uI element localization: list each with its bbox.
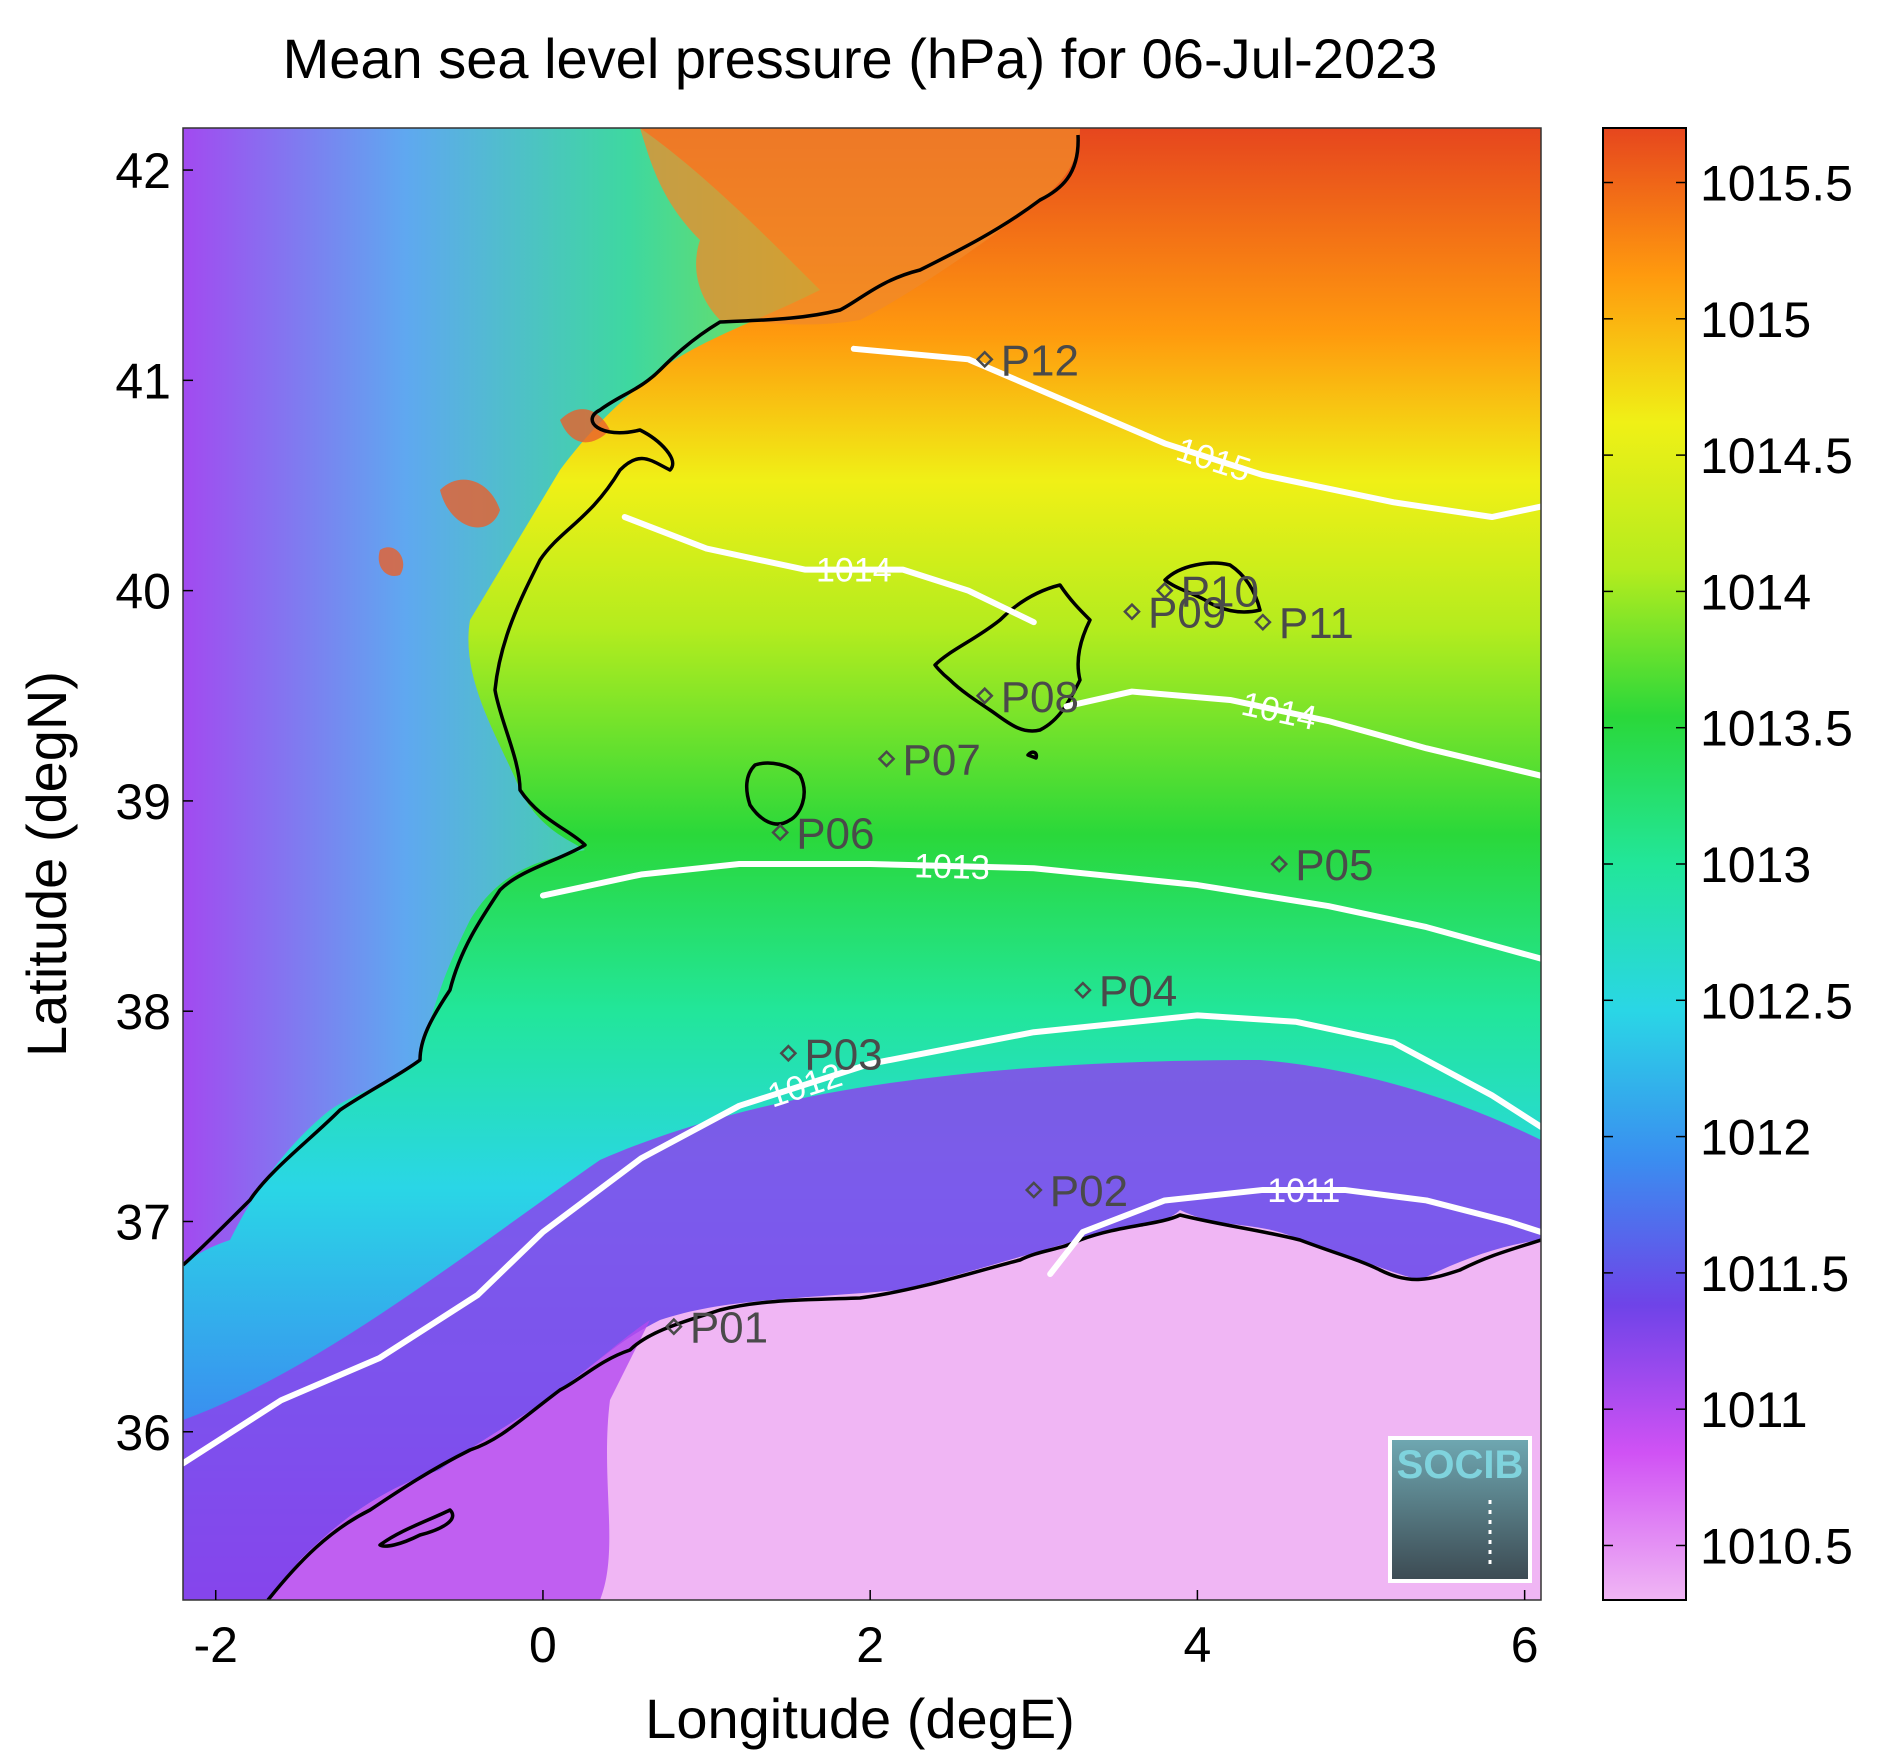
colorbar-tick-label: 1015 <box>1700 292 1811 348</box>
station-label: P02 <box>1050 1167 1128 1216</box>
station-marker <box>1123 602 1141 621</box>
colorbar-tick-label: 1010.5 <box>1700 1518 1853 1574</box>
socib-logo: SOCIB <box>1388 1436 1532 1583</box>
station-marker <box>975 686 994 705</box>
station-label: P08 <box>1001 673 1079 722</box>
station-p05: P05 <box>1270 841 1374 890</box>
isobar-label: 1011 <box>1267 1172 1340 1210</box>
station-p07: P07 <box>877 736 981 785</box>
isobar-1012 <box>183 1012 1541 1467</box>
x-axis-title: Longitude (degE) <box>645 1687 1075 1750</box>
station-label: P04 <box>1099 967 1177 1016</box>
isobar-1014 <box>621 514 1037 626</box>
station-label: P06 <box>796 809 874 858</box>
colorbar-tick-label: 1013 <box>1700 837 1811 893</box>
station-marker <box>975 350 994 369</box>
colorbar <box>1602 127 1687 1601</box>
colorbar-tick-label: 1012.5 <box>1700 973 1853 1029</box>
x-tick-label: 6 <box>1511 1617 1539 1673</box>
chart-title: Mean sea level pressure (hPa) for 06-Jul… <box>283 27 1438 90</box>
y-tick-label: 39 <box>115 774 171 830</box>
station-marker <box>779 1044 798 1063</box>
isobar-1014 <box>1063 688 1541 779</box>
station-p04: P04 <box>1074 967 1177 1016</box>
station-p08: P08 <box>975 673 1079 722</box>
station-label: P10 <box>1181 568 1259 617</box>
africa-purple-edge <box>268 1320 650 1600</box>
colorbar-tick-label: 1011.5 <box>1700 1246 1849 1302</box>
station-p03: P03 <box>779 1030 883 1079</box>
station-label: P09 <box>1148 589 1226 638</box>
y-axis-title: Latitude (degN) <box>15 671 78 1057</box>
station-marker <box>771 823 790 842</box>
station-marker <box>1074 981 1092 1000</box>
station-label: P01 <box>690 1304 768 1353</box>
x-tick-label: -2 <box>193 1617 237 1673</box>
socib-logo-text: SOCIB <box>1397 1443 1524 1487</box>
isobar-1013 <box>539 861 1541 962</box>
station-label: P12 <box>1001 336 1079 385</box>
station-marker <box>1024 1181 1043 1199</box>
y-tick-label: 41 <box>115 353 171 409</box>
y-axis-ticks: 36 37 38 39 40 41 42 <box>115 143 193 1461</box>
y-tick-label: 36 <box>115 1405 171 1461</box>
station-p12: P12 <box>975 336 1079 385</box>
y-tick-label: 42 <box>115 143 171 199</box>
station-marker <box>877 750 896 768</box>
colorbar-tick-label: 1012 <box>1700 1110 1811 1166</box>
colorbar-ticks: 1010.5 1011 1011.5 1012 1012.5 1013 1013.5 1014… <box>1603 156 1853 1574</box>
iberia-land <box>183 128 820 1265</box>
station-marker <box>1155 581 1174 600</box>
pyrenees-high-region <box>640 128 1080 325</box>
colorbar-tick-label: 1013.5 <box>1700 701 1853 757</box>
x-tick-label: 4 <box>1184 1617 1212 1673</box>
y-tick-label: 40 <box>115 564 171 620</box>
colorbar-tick-label: 1014 <box>1700 564 1811 620</box>
isobar-label: 1013 <box>914 847 991 887</box>
x-tick-label: 2 <box>856 1617 884 1673</box>
colorbar-tick-label: 1015.5 <box>1700 156 1853 212</box>
plot-frame <box>182 127 1542 1601</box>
station-p11: P11 <box>1254 599 1354 648</box>
station-marker <box>1254 613 1272 632</box>
station-label: P03 <box>804 1030 882 1079</box>
station-marker <box>1270 855 1289 873</box>
station-p06: P06 <box>771 809 874 858</box>
station-marker <box>665 1317 683 1336</box>
station-p10: P10 <box>1155 568 1259 617</box>
x-tick-label: 0 <box>529 1617 557 1673</box>
y-tick-label: 37 <box>115 1194 171 1250</box>
x-axis-ticks: -2 0 2 4 6 <box>193 1590 1539 1673</box>
station-p09: P09 <box>1123 589 1226 638</box>
station-label: P11 <box>1279 599 1354 648</box>
colorbar-tick-label: 1014.5 <box>1700 428 1853 484</box>
station-label: P05 <box>1295 841 1373 890</box>
colorbar-tick-label: 1011 <box>1700 1382 1808 1438</box>
station-p02: P02 <box>1024 1167 1128 1216</box>
station-p01: P01 <box>665 1304 768 1353</box>
iberian-upland-spots <box>378 409 610 576</box>
y-tick-label: 38 <box>115 984 171 1040</box>
isobar-label: 1014 <box>816 552 892 590</box>
station-label: P07 <box>903 736 981 785</box>
isobar-1011 <box>1047 1186 1541 1278</box>
